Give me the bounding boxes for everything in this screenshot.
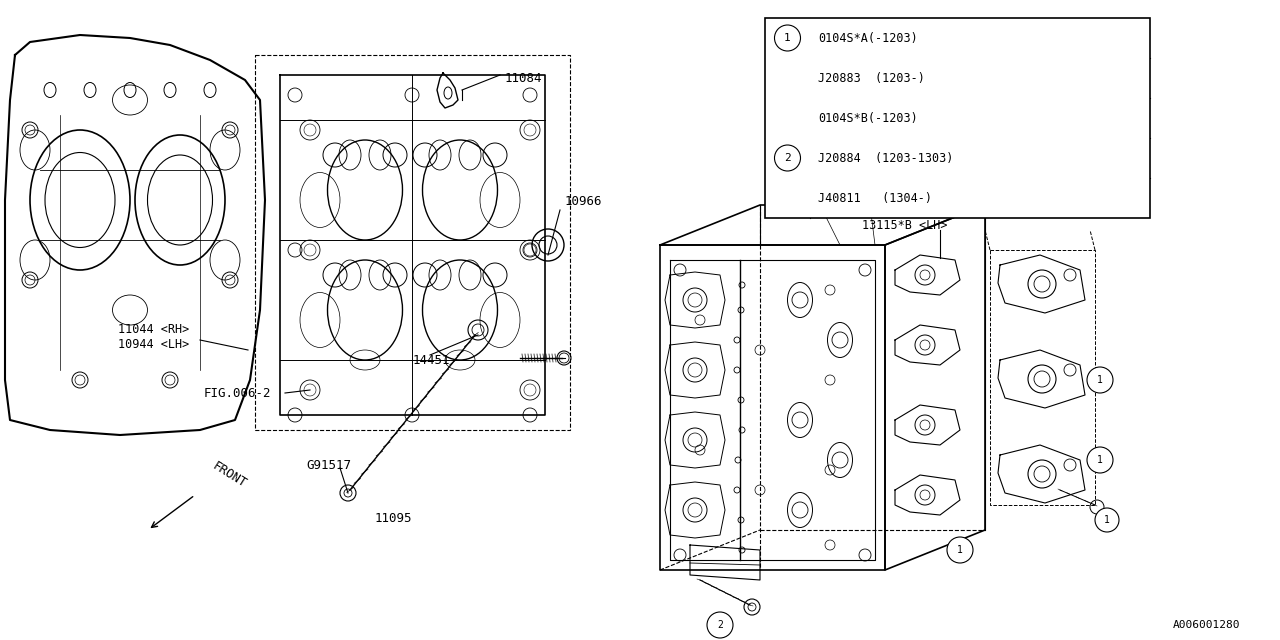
Circle shape [1087, 447, 1114, 473]
Text: 10944 <LH>: 10944 <LH> [118, 338, 189, 351]
Text: 2: 2 [717, 620, 723, 630]
Text: 1: 1 [1097, 375, 1103, 385]
Text: 1: 1 [957, 545, 963, 555]
Text: 11044 <RH>: 11044 <RH> [118, 323, 189, 336]
Text: 1: 1 [1097, 455, 1103, 465]
Circle shape [707, 612, 733, 638]
Circle shape [774, 145, 800, 171]
Text: 11095: 11095 [375, 512, 412, 525]
Text: 0104S*A(-1203): 0104S*A(-1203) [818, 31, 918, 45]
Text: J40811   (1304-): J40811 (1304-) [818, 191, 932, 205]
Circle shape [774, 25, 800, 51]
Text: 11084: 11084 [506, 72, 543, 84]
Text: 13115*A <RH>: 13115*A <RH> [861, 205, 947, 218]
Text: 1: 1 [1105, 515, 1110, 525]
Text: A006001280: A006001280 [1172, 620, 1240, 630]
Circle shape [947, 537, 973, 563]
Text: 14451: 14451 [412, 353, 451, 367]
Text: 10966: 10966 [564, 195, 603, 208]
Text: G91517: G91517 [306, 459, 351, 472]
Text: 1: 1 [785, 33, 791, 43]
Text: 2: 2 [785, 153, 791, 163]
Text: J20883  (1203-): J20883 (1203-) [818, 72, 925, 84]
Circle shape [1087, 367, 1114, 393]
Text: FRONT: FRONT [210, 459, 248, 490]
Text: J20884  (1203-1303): J20884 (1203-1303) [818, 152, 954, 164]
Circle shape [1094, 508, 1119, 532]
Text: FIG.006-2: FIG.006-2 [204, 387, 271, 399]
Text: 13115*B <LH>: 13115*B <LH> [861, 219, 947, 232]
Bar [765, 18, 1149, 218]
Text: 0104S*B(-1203): 0104S*B(-1203) [818, 111, 918, 125]
